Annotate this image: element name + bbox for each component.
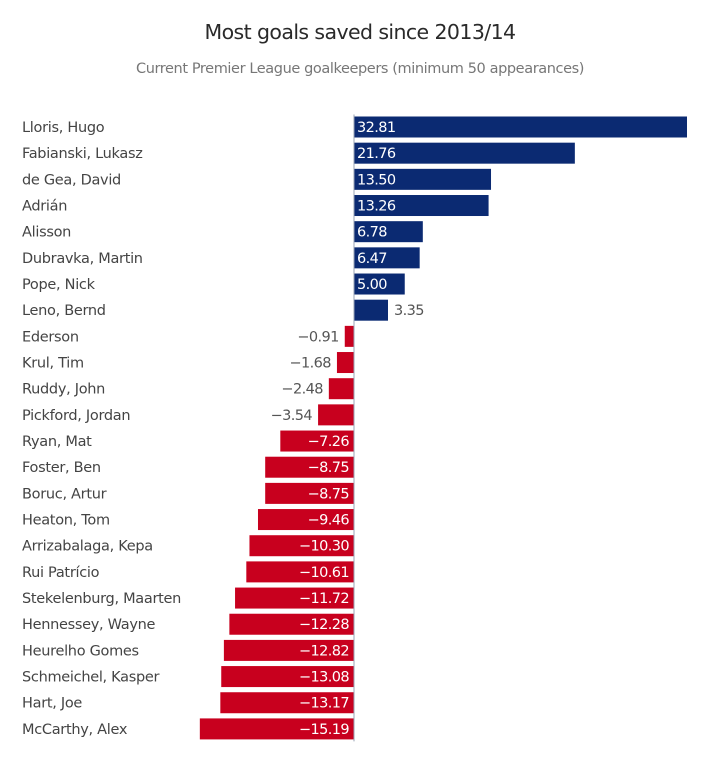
category-label: Pickford, Jordan bbox=[22, 408, 130, 424]
category-label: Heurelho Gomes bbox=[22, 643, 139, 659]
value-label: −8.75 bbox=[308, 486, 349, 502]
bar-19 bbox=[229, 613, 354, 635]
category-label: Hennessey, Wayne bbox=[22, 617, 156, 633]
value-label: −15.19 bbox=[299, 722, 349, 738]
value-label: 13.26 bbox=[357, 199, 396, 215]
category-label: Arrizabalaga, Kepa bbox=[22, 539, 153, 555]
bar-15 bbox=[257, 509, 354, 531]
category-label: Fabianski, Lukasz bbox=[22, 146, 143, 162]
bar-16 bbox=[249, 535, 354, 557]
bar-13 bbox=[265, 456, 354, 478]
bar-9 bbox=[336, 352, 354, 374]
bar-14 bbox=[265, 482, 354, 504]
bar-6 bbox=[354, 273, 405, 295]
bar-21 bbox=[221, 666, 354, 688]
value-label: −9.46 bbox=[308, 513, 350, 529]
category-label: Ryan, Mat bbox=[22, 434, 92, 450]
category-label: Dubravka, Martin bbox=[22, 251, 143, 267]
labels-group: Lloris, Hugo 32.81 Fabianski, Lukasz 21.76 d… bbox=[22, 120, 424, 738]
category-label: Alisson bbox=[22, 225, 71, 241]
category-label: Ruddy, John bbox=[22, 382, 105, 398]
bar-4 bbox=[354, 221, 423, 243]
value-label: 3.35 bbox=[394, 303, 424, 319]
bar-11 bbox=[318, 404, 354, 426]
value-label: 13.50 bbox=[357, 172, 396, 188]
category-label: Rui Patrício bbox=[22, 565, 100, 581]
bar-2 bbox=[354, 168, 492, 190]
category-label: Stekelenburg, Maarten bbox=[22, 591, 181, 607]
bar-18 bbox=[235, 587, 354, 609]
category-label: Foster, Ben bbox=[22, 460, 101, 476]
bar-0 bbox=[354, 116, 687, 138]
category-label: Lloris, Hugo bbox=[22, 120, 105, 136]
chart-subtitle: Current Premier League goalkeepers (mini… bbox=[135, 61, 585, 77]
value-label: −2.48 bbox=[281, 382, 323, 398]
bar-3 bbox=[354, 195, 489, 217]
value-label: 21.76 bbox=[357, 146, 396, 162]
bar-17 bbox=[246, 561, 354, 583]
bar-10 bbox=[328, 378, 354, 400]
value-label: −1.68 bbox=[290, 356, 332, 372]
value-label: 5.00 bbox=[357, 277, 387, 293]
value-label: −7.26 bbox=[308, 434, 350, 450]
bar-20 bbox=[223, 639, 354, 661]
bar-1 bbox=[354, 142, 575, 164]
category-label: de Gea, David bbox=[22, 172, 121, 188]
category-label: Leno, Bernd bbox=[22, 303, 106, 319]
value-label: −13.17 bbox=[299, 696, 349, 712]
value-label: 6.47 bbox=[357, 251, 387, 267]
bar-22 bbox=[220, 692, 354, 714]
bar-8 bbox=[344, 325, 354, 347]
value-label: −0.91 bbox=[297, 329, 338, 345]
value-label: 32.81 bbox=[357, 120, 396, 136]
bars-group bbox=[199, 116, 687, 740]
category-label: Schmeichel, Kasper bbox=[22, 670, 159, 686]
value-label: −11.72 bbox=[299, 591, 349, 607]
value-label: −12.82 bbox=[299, 643, 349, 659]
category-label: McCarthy, Alex bbox=[22, 722, 128, 738]
value-label: −3.54 bbox=[271, 408, 313, 424]
category-label: Hart, Joe bbox=[22, 696, 82, 712]
value-label: −12.28 bbox=[299, 617, 349, 633]
category-label: Ederson bbox=[22, 329, 79, 345]
bar-7 bbox=[354, 299, 389, 321]
category-label: Krul, Tim bbox=[22, 356, 84, 372]
value-label: −10.30 bbox=[299, 539, 349, 555]
chart-title: Most goals saved since 2013/14 bbox=[204, 20, 517, 44]
category-label: Heaton, Tom bbox=[22, 513, 110, 529]
category-label: Adrián bbox=[22, 199, 67, 215]
bar-5 bbox=[354, 247, 420, 269]
value-label: −8.75 bbox=[308, 460, 349, 476]
bar-23 bbox=[199, 718, 354, 740]
category-label: Pope, Nick bbox=[22, 277, 96, 293]
value-label: −13.08 bbox=[299, 670, 349, 686]
bar-12 bbox=[280, 430, 354, 452]
value-label: −10.61 bbox=[299, 565, 349, 581]
category-label: Boruc, Artur bbox=[22, 486, 107, 502]
value-label: 6.78 bbox=[357, 225, 387, 241]
